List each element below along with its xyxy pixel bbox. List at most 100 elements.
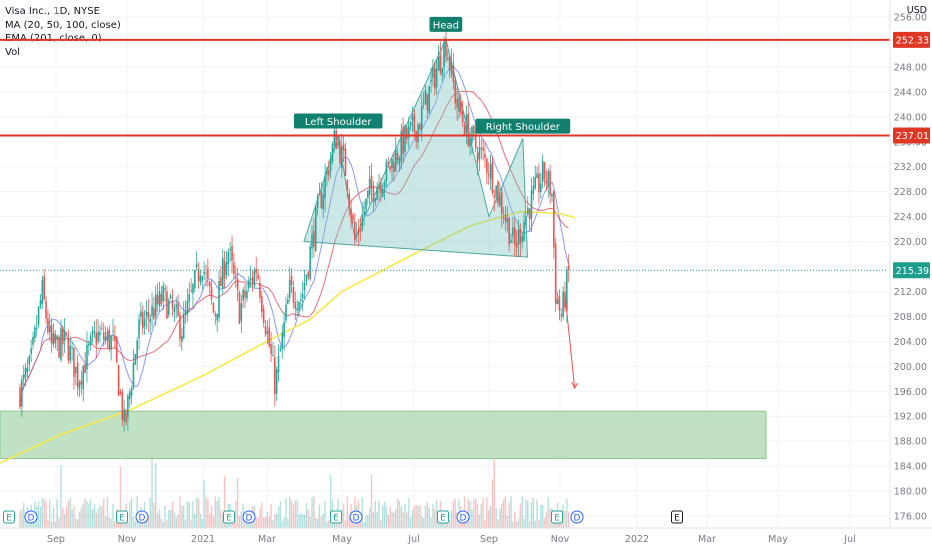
candle-body <box>506 217 509 223</box>
price-level-box <box>893 31 930 48</box>
legend-vol: Vol <box>5 46 20 58</box>
volume-bar <box>482 497 484 528</box>
candle-body <box>26 367 29 373</box>
x-tick-label: Mar <box>698 534 716 545</box>
volume-bar <box>417 506 419 528</box>
candle-body <box>257 274 259 279</box>
volume-bar <box>95 512 97 528</box>
candle-body <box>246 290 248 299</box>
dividend-marker-label: D <box>353 514 360 524</box>
candle-body <box>417 124 419 143</box>
last-price-box <box>893 262 930 279</box>
candle-body <box>281 332 284 350</box>
volume-bar <box>43 498 45 528</box>
volume-bar <box>67 500 70 528</box>
volume-bar <box>103 498 105 528</box>
volume-bar <box>497 519 499 528</box>
candle-body <box>402 126 404 154</box>
candle-body <box>190 290 192 291</box>
volume-bar <box>530 501 533 528</box>
candle-body <box>510 240 512 243</box>
candle-body <box>406 128 408 140</box>
candle-body <box>166 291 168 319</box>
pattern-label-text: Head <box>433 20 459 31</box>
candle-body <box>407 126 410 138</box>
volume-bar <box>168 510 170 528</box>
candle-body <box>242 289 244 301</box>
volume-bar <box>21 509 23 528</box>
candle-body <box>363 211 365 216</box>
volume-bar <box>378 500 380 528</box>
volume-bar <box>506 515 509 528</box>
volume-bar <box>549 507 551 528</box>
candle-body <box>370 175 373 189</box>
candle-body <box>460 101 462 113</box>
y-tick-label: 256.00 <box>894 13 927 24</box>
ema-line <box>0 210 576 464</box>
volume-bar <box>39 506 42 528</box>
volume-bar <box>169 509 172 528</box>
candle-body <box>493 195 496 198</box>
volume-bar <box>136 496 138 528</box>
candle-body <box>420 105 423 130</box>
y-tick-label: 244.00 <box>894 87 927 98</box>
candle-body <box>387 162 390 164</box>
volume-bar <box>328 520 330 528</box>
volume-bar <box>231 520 233 528</box>
candle-body <box>383 181 386 187</box>
candle-body <box>441 68 444 76</box>
candle-body <box>117 365 120 396</box>
demand-zone <box>0 410 767 460</box>
candle-body <box>322 194 324 209</box>
candle-body <box>140 311 142 317</box>
volume-bar <box>408 498 410 528</box>
candle-body <box>314 207 317 252</box>
candle-body <box>445 38 447 57</box>
volume-bar <box>262 517 265 528</box>
volume-bar <box>259 508 261 528</box>
x-tick-label: May <box>768 534 788 545</box>
legend-ema: EMA (201, close, 0) <box>5 33 102 44</box>
candle-body <box>367 190 369 199</box>
volume-bar <box>190 519 192 528</box>
candle-body <box>84 364 86 373</box>
volume-bar <box>129 501 131 528</box>
candle-body <box>385 160 388 182</box>
volume-bar <box>374 500 376 528</box>
candle-body <box>513 227 516 245</box>
volume-bar <box>566 498 568 528</box>
volume-bar <box>372 511 375 528</box>
candle-body <box>365 198 367 211</box>
volume-bar <box>82 503 84 528</box>
y-tick-label: 248.00 <box>894 62 927 73</box>
candle-body <box>398 158 401 165</box>
candle-body <box>112 331 114 333</box>
volume-bar <box>422 518 425 528</box>
volume-bar <box>322 513 324 528</box>
volume-bar <box>155 463 157 528</box>
earnings-marker-label: E <box>119 514 125 524</box>
volume-bar <box>361 497 363 528</box>
volume-bar <box>23 502 25 528</box>
candle-body <box>266 330 269 334</box>
volume-bar <box>156 513 159 528</box>
candle-body <box>28 355 31 365</box>
candle-body <box>58 336 60 358</box>
volume-bar <box>478 514 481 528</box>
volume-bar <box>212 516 215 528</box>
x-tick-label: 2022 <box>625 534 649 545</box>
dividend-marker-label: D <box>139 514 146 524</box>
volume-bar <box>162 521 164 528</box>
volume-bar <box>289 497 291 528</box>
earnings-marker <box>330 510 342 524</box>
volume-bar <box>326 521 328 528</box>
candle-body <box>409 121 412 126</box>
volume-bar <box>342 503 345 528</box>
candle-body <box>428 86 430 114</box>
volume-bar <box>164 505 166 528</box>
volume-bar <box>370 474 373 528</box>
candle-body <box>114 335 116 341</box>
candle-body <box>566 269 568 311</box>
volume-bar <box>207 499 209 528</box>
